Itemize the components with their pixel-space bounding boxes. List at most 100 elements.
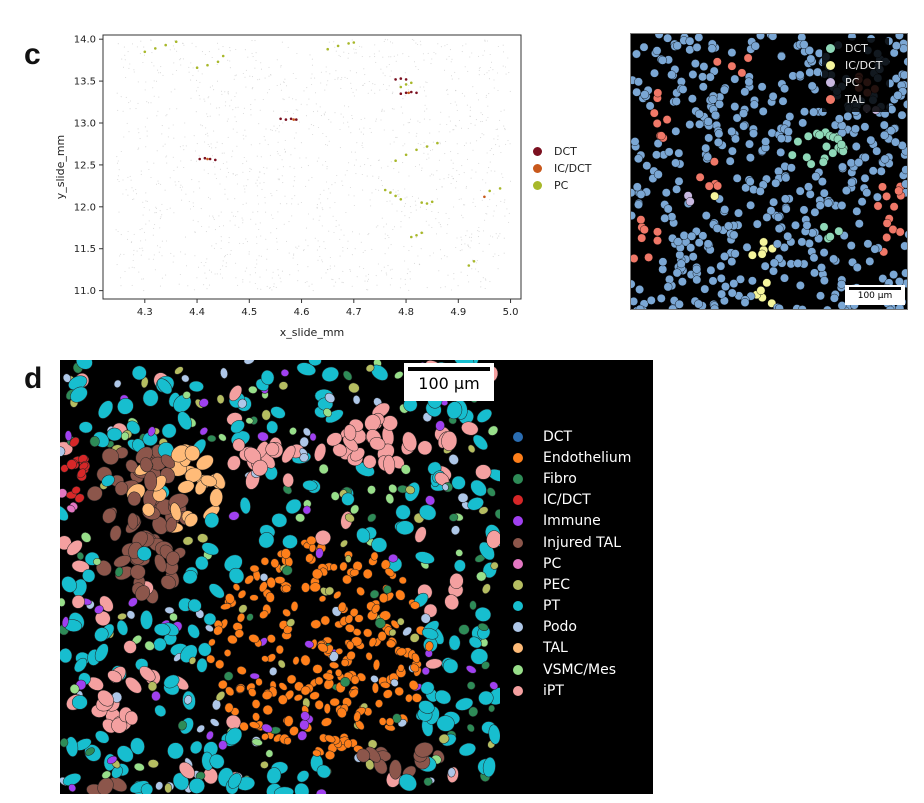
background-point: [242, 72, 244, 75]
background-point: [362, 133, 365, 135]
cell-other: [727, 288, 737, 298]
cell-endothelium: [362, 568, 373, 579]
cell-other: [703, 239, 713, 249]
background-point: [225, 262, 227, 264]
background-point: [259, 182, 261, 184]
background-point: [433, 51, 435, 54]
background-point: [133, 69, 135, 71]
background-point: [389, 41, 392, 43]
background-point: [450, 182, 452, 185]
cell-other: [809, 253, 819, 263]
cell-immune: [218, 740, 228, 751]
background-point: [389, 269, 391, 271]
background-point: [266, 248, 268, 250]
background-point: [498, 145, 500, 147]
background-point: [446, 89, 448, 91]
background-point: [264, 196, 266, 198]
cell-immune: [435, 420, 445, 431]
background-point: [162, 145, 164, 147]
cell-other: [736, 274, 745, 284]
background-point: [502, 44, 504, 46]
cell-dct: [806, 159, 816, 169]
cell-pec: [278, 381, 289, 391]
background-point: [475, 119, 477, 121]
cell-injured-tal: [414, 742, 434, 758]
cell-other: [712, 223, 722, 233]
background-point: [450, 61, 452, 63]
background-point: [206, 113, 208, 115]
background-point: [270, 192, 272, 195]
cell-endothelium: [249, 564, 260, 573]
background-point: [297, 270, 299, 272]
background-point: [486, 40, 488, 42]
cell-vsmc-mes: [388, 484, 398, 494]
cell-other: [815, 201, 825, 210]
background-point: [142, 278, 145, 280]
cell-immune: [64, 430, 72, 442]
background-point: [242, 171, 244, 173]
background-point: [247, 56, 249, 58]
cell-other: [636, 189, 646, 199]
cell-fibro: [85, 747, 95, 756]
background-point: [195, 79, 198, 81]
background-point: [341, 77, 343, 79]
background-point: [138, 147, 140, 149]
background-point: [388, 56, 390, 58]
background-point: [295, 109, 297, 111]
background-point: [456, 109, 458, 112]
background-point: [206, 258, 208, 260]
background-point: [214, 273, 216, 275]
background-point: [184, 122, 186, 124]
cell-pt: [446, 401, 463, 420]
cell-podo: [196, 724, 205, 733]
cell-pt: [76, 360, 93, 370]
scalebar-d: 100 µm: [404, 363, 494, 401]
background-point: [255, 52, 257, 54]
cell-ic-dct: [69, 436, 80, 448]
cell-pt: [153, 623, 171, 636]
background-point: [307, 213, 310, 215]
background-point: [439, 143, 441, 145]
cell-other: [804, 182, 813, 192]
background-point: [129, 175, 131, 177]
scatter-point-pc: [336, 44, 340, 48]
background-point: [226, 253, 228, 256]
background-point: [288, 252, 290, 254]
background-point: [461, 92, 463, 94]
background-point: [276, 228, 278, 230]
cell-pt: [420, 681, 435, 695]
background-point: [414, 165, 417, 168]
background-point: [295, 77, 297, 80]
background-point: [423, 147, 425, 149]
background-point: [148, 258, 150, 260]
cell-podo: [220, 367, 228, 379]
scatter-point-pc: [383, 188, 387, 192]
background-point: [485, 96, 487, 98]
legend-entry: IC/DCT: [533, 160, 592, 177]
background-point: [409, 271, 411, 273]
spatial-image-d: 100 µm DCT Endothelium Fibro IC/DCT Immune In…: [60, 360, 653, 794]
cell-pec: [397, 617, 405, 626]
background-point: [292, 72, 294, 75]
background-point: [371, 192, 373, 194]
cell-podo: [113, 379, 122, 388]
background-point: [158, 72, 160, 74]
background-point: [471, 268, 473, 270]
background-point: [351, 231, 354, 233]
background-point: [208, 145, 210, 147]
background-point: [194, 150, 197, 152]
cell-other: [635, 304, 645, 309]
background-point: [426, 158, 428, 160]
background-point: [268, 75, 270, 77]
background-point: [503, 109, 505, 111]
background-point: [250, 168, 252, 170]
background-point: [124, 54, 126, 56]
background-point: [396, 194, 398, 196]
background-point: [212, 162, 214, 164]
background-point: [455, 90, 457, 92]
cell-pt: [455, 697, 474, 711]
cell-tal: [652, 119, 662, 128]
background-point: [435, 233, 438, 235]
cell-pec: [467, 444, 476, 453]
background-point: [356, 276, 358, 278]
